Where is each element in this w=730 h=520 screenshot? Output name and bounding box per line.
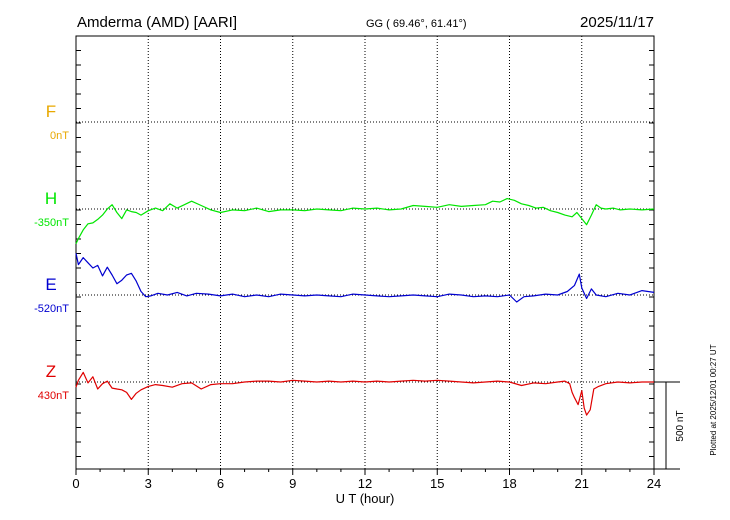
x-tick-label-0: 0 (72, 476, 79, 491)
x-axis-label: U T (hour) (336, 491, 395, 506)
x-tick-label-15: 15 (430, 476, 444, 491)
trace-H (75, 198, 655, 245)
component-traces (75, 198, 655, 416)
component-name-Z: Z (46, 362, 56, 381)
trace-E (75, 253, 655, 303)
baseline-value-H: -350nT (34, 217, 69, 229)
x-axis-ticks: 0 3 6 9 12 15 18 21 24 (72, 469, 661, 491)
x-tick-label-3: 3 (145, 476, 152, 491)
x-tick-label-12: 12 (358, 476, 372, 491)
component-name-E: E (45, 275, 56, 294)
trace-Z (75, 371, 654, 416)
component-labels: F 0nT H -350nT E -520nT Z 430nT (34, 102, 69, 402)
y-minor-ticks (76, 50, 654, 457)
scale-bar: 500 nT (654, 381, 686, 470)
date-label: 2025/11/17 (580, 14, 654, 31)
component-name-H: H (45, 189, 57, 208)
scale-bar-label: 500 nT (675, 410, 686, 441)
plotted-timestamp: Plotted at 2025/12/01 00:27 UT (709, 344, 718, 455)
x-tick-label-9: 9 (289, 476, 296, 491)
x-tick-label-24: 24 (647, 476, 661, 491)
component-name-F: F (46, 102, 56, 121)
x-tick-label-18: 18 (502, 476, 516, 491)
x-tick-label-6: 6 (217, 476, 224, 491)
x-tick-label-21: 21 (575, 476, 589, 491)
vertical-gridlines (147, 36, 583, 469)
baseline-value-E: -520nT (34, 303, 69, 315)
station-title: Amderma (AMD) [AARI] (77, 14, 237, 31)
baseline-value-Z: 430nT (38, 390, 69, 402)
baseline-value-F: 0nT (50, 130, 69, 142)
geographic-coordinates: GG ( 69.46°, 61.41°) (366, 18, 467, 30)
